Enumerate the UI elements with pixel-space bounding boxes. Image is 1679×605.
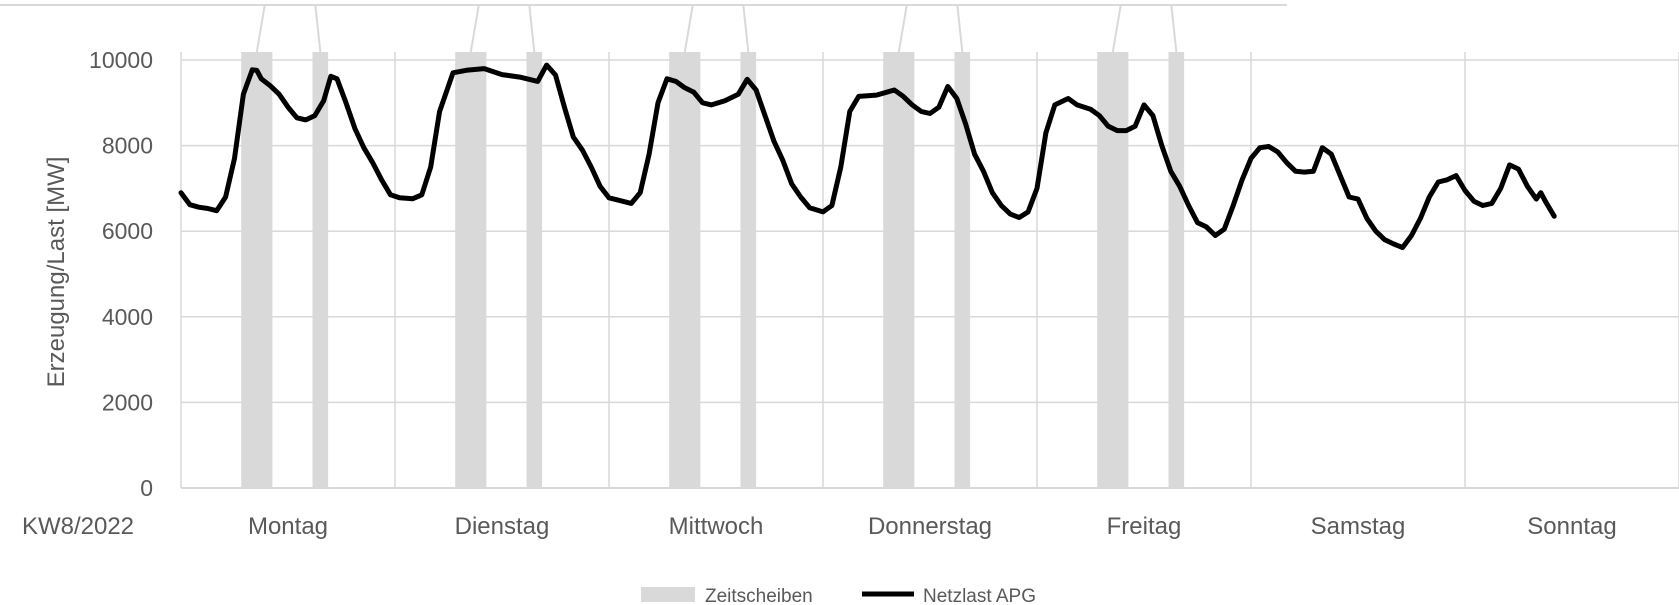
zeitscheibe-band: [883, 52, 915, 488]
zeitscheibe-band: [241, 52, 273, 488]
callout-leader-lines: [255, 4, 1178, 53]
callout-leader-line: [897, 4, 908, 53]
callout-leader-line: [314, 4, 322, 53]
zeitscheibe-band: [954, 52, 971, 488]
legend-label-zeitscheiben: Zeitscheiben: [705, 586, 813, 605]
week-label: KW8/2022: [22, 513, 134, 540]
x-category-label: Dienstag: [455, 513, 550, 540]
series-line-netzlast-apg: [178, 62, 1557, 250]
y-axis-ticks: 0 2000 4000 6000 8000 10000: [89, 47, 153, 501]
legend-swatch-zeitscheiben: [641, 587, 695, 602]
zeitscheibe-band: [1168, 52, 1185, 488]
x-axis-categories: Montag Dienstag Mittwoch Donnerstag Freitag S…: [248, 513, 1617, 540]
legend-label-netzlast: Netzlast APG: [923, 586, 1036, 605]
x-category-label: Donnerstag: [868, 513, 992, 540]
callout-leader-line: [683, 4, 694, 53]
zeitscheibe-band: [669, 52, 701, 488]
y-axis-title: Erzeugung/Last [MW]: [43, 157, 70, 388]
x-category-label: Mittwoch: [669, 513, 764, 540]
gridlines: [180, 52, 1679, 489]
series-layer: [178, 62, 1557, 250]
legend: Zeitscheiben Netzlast APG: [641, 586, 1036, 605]
zeitscheiben-bands: [241, 52, 1185, 488]
callout-leader-line: [742, 4, 750, 53]
callout-leader-line: [469, 4, 480, 53]
y-tick-label: 0: [140, 475, 153, 501]
y-tick-label: 2000: [102, 389, 153, 415]
callout-leader-line: [528, 4, 536, 53]
callout-leader-line: [956, 4, 964, 53]
zeitscheibe-band: [1097, 52, 1129, 488]
x-category-label: Samstag: [1311, 513, 1406, 540]
callout-leader-line: [1170, 4, 1178, 53]
x-category-label: Sonntag: [1527, 513, 1616, 540]
zeitscheibe-band: [526, 52, 543, 488]
y-tick-label: 6000: [102, 218, 153, 244]
y-tick-label: 8000: [102, 133, 153, 159]
x-category-label: Freitag: [1107, 513, 1182, 540]
callout-leader-line: [1111, 4, 1122, 53]
zeitscheibe-band: [455, 52, 487, 488]
callout-leader-line: [255, 4, 266, 53]
zeitscheibe-band: [312, 52, 329, 488]
zeitscheibe-band: [740, 52, 757, 488]
y-tick-label: 4000: [102, 304, 153, 330]
y-tick-label: 10000: [89, 47, 153, 73]
x-category-label: Montag: [248, 513, 328, 540]
